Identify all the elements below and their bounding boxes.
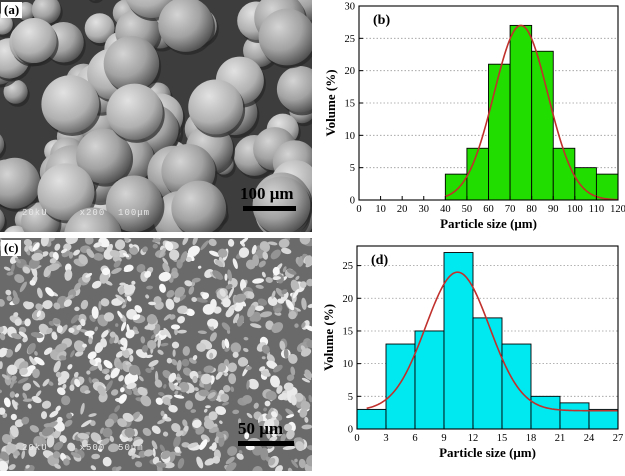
x-tick-label: 90 — [548, 204, 559, 215]
y-tick-label: 25 — [343, 261, 354, 272]
powder-sphere — [188, 80, 243, 135]
x-tick-label: 18 — [526, 433, 537, 444]
sem-info-bar-a: 20kU x200 100μm — [22, 208, 150, 218]
y-tick-label: 15 — [345, 99, 356, 110]
y-axis-label: Volume (%) — [323, 69, 338, 136]
histogram-bar — [386, 344, 415, 429]
x-tick-label: 9 — [441, 433, 446, 444]
y-tick-label: 25 — [345, 34, 356, 45]
histogram-bar — [467, 148, 489, 200]
histogram-bar — [489, 64, 511, 200]
y-tick-label: 5 — [350, 163, 355, 174]
sem-scale-c: 50μm — [118, 443, 144, 453]
x-tick-label: 27 — [613, 433, 624, 444]
x-tick-label: 60 — [483, 204, 494, 215]
panel-label-a: (a) — [1, 2, 22, 18]
x-tick-label: 21 — [555, 433, 566, 444]
histogram-bar — [596, 174, 618, 200]
x-tick-label: 120 — [610, 204, 625, 215]
powder-sphere — [104, 36, 159, 91]
y-tick-label: 0 — [348, 425, 353, 436]
histogram-bar — [560, 403, 589, 429]
x-axis-label: Particle size (μm) — [439, 445, 536, 460]
scale-bar-label-a: 100 μm — [240, 184, 294, 204]
x-tick-label: 12 — [468, 433, 479, 444]
histogram-bar — [357, 409, 386, 429]
x-tick-label: 6 — [412, 433, 417, 444]
histogram-bar — [473, 318, 502, 429]
x-tick-label: 50 — [462, 204, 473, 215]
powder-particle — [169, 250, 179, 261]
histogram-d-svg: 0 3 6 9 12 15 18 21 24 27 0 5 10 15 20 25 Particle size … — [313, 236, 625, 471]
x-tick-label: 10 — [375, 204, 386, 215]
x-tick-label: 110 — [589, 204, 604, 215]
powder-sphere — [12, 18, 57, 63]
histogram-bar — [445, 174, 467, 200]
histogram-bar — [531, 396, 560, 429]
x-tick-label: 0 — [356, 204, 361, 215]
x-tick-label: 30 — [419, 204, 430, 215]
powder-particle — [129, 365, 140, 375]
x-tick-label: 40 — [440, 204, 451, 215]
sem-image-a: (a) 20kU x200 100μm 100 μm — [0, 0, 312, 232]
sem-info-bar-c: 20kU x500 50μm — [22, 443, 144, 453]
x-tick-label: 15 — [497, 433, 508, 444]
histogram-bar — [415, 331, 444, 429]
powder-sphere — [106, 84, 162, 140]
y-axis-label: Volume (%) — [321, 304, 336, 371]
powder-particle — [5, 443, 16, 453]
sem-voltage-a: 20kU — [22, 208, 48, 218]
scale-bar-a — [243, 206, 296, 211]
y-tick-label: 15 — [343, 326, 354, 337]
sem-magnification-c: x500 — [80, 443, 106, 453]
y-tick-label: 20 — [345, 66, 356, 77]
x-tick-label: 20 — [397, 204, 408, 215]
sem-image-c: (c) 20kU x500 50μm 50 μm — [0, 238, 312, 471]
x-tick-label: 0 — [354, 433, 359, 444]
histogram-bar — [589, 409, 618, 429]
histogram-b: 0 10 20 30 40 50 60 70 80 90 100 110 120 0 5 10 15 20 25 30… — [313, 0, 625, 236]
panel-label: (b) — [373, 13, 390, 28]
y-tick-label: 30 — [345, 2, 356, 13]
x-tick-label: 100 — [567, 204, 583, 215]
histogram-bar — [553, 148, 575, 200]
panel-label: (d) — [371, 253, 388, 268]
powder-particle — [224, 274, 227, 281]
x-tick-label: 70 — [505, 204, 516, 215]
powder-sphere — [41, 75, 99, 133]
panel-label-c: (c) — [1, 240, 21, 256]
x-axis-label: Particle size (μm) — [440, 216, 537, 231]
x-tick-label: 80 — [526, 204, 537, 215]
y-tick-label: 20 — [343, 294, 354, 305]
histogram-d: 0 3 6 9 12 15 18 21 24 27 0 5 10 15 20 25 Particle size … — [313, 236, 625, 471]
x-tick-label: 3 — [383, 433, 388, 444]
y-tick-label: 5 — [348, 392, 353, 403]
y-tick-label: 10 — [345, 131, 356, 142]
sem-scale-a: 100μm — [118, 208, 150, 218]
x-tick-label: 24 — [584, 433, 595, 444]
scale-bar-c — [238, 441, 294, 446]
y-tick-label: 10 — [343, 359, 354, 370]
histogram-bar — [510, 25, 532, 200]
y-tick-label: 0 — [350, 196, 355, 207]
histogram-b-svg: 0 10 20 30 40 50 60 70 80 90 100 110 120 0 5 10 15 20 25 30… — [313, 0, 625, 236]
scale-bar-label-c: 50 μm — [238, 419, 283, 439]
sem-voltage-c: 20kU — [22, 443, 48, 453]
sem-magnification-a: x200 — [80, 208, 106, 218]
